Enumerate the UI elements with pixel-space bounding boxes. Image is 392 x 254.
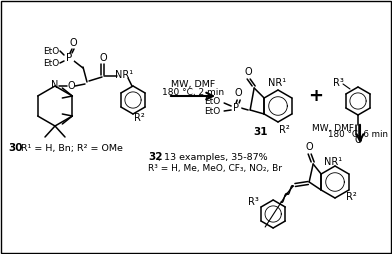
Text: O: O: [69, 38, 77, 48]
Text: MW, DMF: MW, DMF: [171, 80, 215, 88]
Text: MW, DMF: MW, DMF: [312, 123, 354, 133]
Text: 32: 32: [148, 152, 163, 162]
Text: 31: 31: [253, 127, 267, 137]
Text: O: O: [99, 53, 107, 63]
Text: 180 °C, 6 min: 180 °C, 6 min: [328, 130, 388, 138]
Circle shape: [232, 103, 241, 113]
Text: EtO: EtO: [43, 58, 59, 68]
Text: , 13 examples, 35-87%: , 13 examples, 35-87%: [158, 152, 268, 162]
Text: R²: R²: [279, 125, 289, 135]
Text: +: +: [309, 87, 323, 105]
Text: O: O: [234, 88, 242, 98]
Text: P: P: [66, 53, 72, 63]
Circle shape: [64, 53, 74, 63]
Text: R³: R³: [248, 197, 259, 207]
Text: R²: R²: [134, 113, 144, 123]
Text: N: N: [51, 80, 59, 90]
Text: NR¹: NR¹: [324, 157, 342, 167]
Text: P: P: [233, 103, 239, 113]
Text: R¹ = H, Bn; R² = OMe: R¹ = H, Bn; R² = OMe: [18, 144, 123, 152]
Text: EtO: EtO: [204, 98, 220, 106]
Text: 30: 30: [8, 143, 22, 153]
Text: O: O: [244, 67, 252, 77]
Text: R³: R³: [332, 78, 343, 88]
Text: R²: R²: [346, 192, 356, 202]
Text: O: O: [354, 135, 362, 145]
Text: O: O: [67, 81, 75, 91]
Text: 180 °C, 2 min: 180 °C, 2 min: [162, 88, 224, 98]
Text: EtO: EtO: [204, 107, 220, 117]
Text: NR¹: NR¹: [268, 78, 286, 88]
Text: EtO: EtO: [43, 46, 59, 56]
Text: O: O: [305, 142, 313, 152]
Text: R³ = H, Me, MeO, CF₃, NO₂, Br: R³ = H, Me, MeO, CF₃, NO₂, Br: [148, 165, 282, 173]
Text: NR¹: NR¹: [115, 70, 133, 80]
